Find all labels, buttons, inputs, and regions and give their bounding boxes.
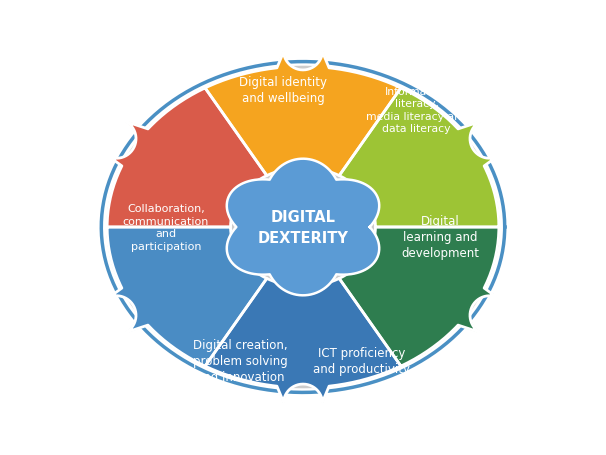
Polygon shape xyxy=(107,228,267,366)
Polygon shape xyxy=(227,159,379,296)
Polygon shape xyxy=(339,89,499,228)
Polygon shape xyxy=(107,89,267,228)
Text: Information
literacy,
media literacy and
data literacy: Information literacy, media literacy and… xyxy=(365,87,468,134)
Polygon shape xyxy=(205,273,401,402)
Text: Digital
learning and
development: Digital learning and development xyxy=(401,215,479,260)
Text: Digital creation,
problem solving
and innovation: Digital creation, problem solving and in… xyxy=(193,338,288,383)
Text: ICT proficiency
and productivity: ICT proficiency and productivity xyxy=(313,346,410,375)
Polygon shape xyxy=(339,228,499,366)
Text: Digital identity
and wellbeing: Digital identity and wellbeing xyxy=(239,76,327,105)
Polygon shape xyxy=(205,53,401,182)
Text: DIGITAL
DEXTERITY: DIGITAL DEXTERITY xyxy=(258,210,348,245)
Polygon shape xyxy=(107,67,499,388)
Text: Collaboration,
communication
and
participation: Collaboration, communication and partici… xyxy=(123,204,209,251)
